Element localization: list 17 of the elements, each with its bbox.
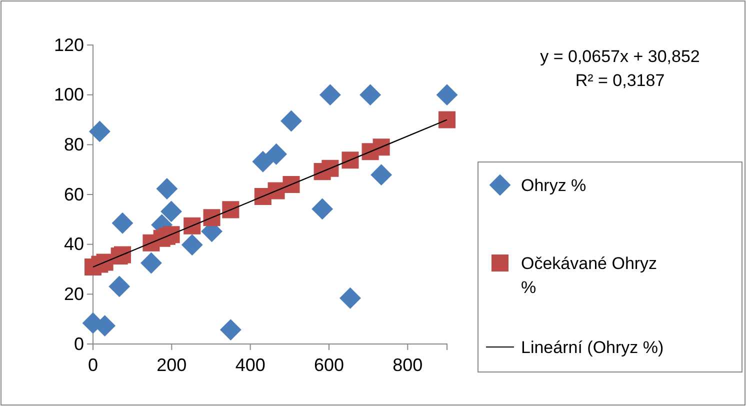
y-tick-label: 40 bbox=[64, 234, 84, 254]
text: y = 0,0657x + 30,852 bbox=[540, 47, 700, 66]
x-tick-label: 800 bbox=[392, 355, 423, 375]
legend-label: Ohryz % bbox=[521, 176, 586, 195]
text: R² = 0,3187 bbox=[575, 71, 665, 90]
x-tick-label: 400 bbox=[235, 355, 266, 375]
y-tick-label: 80 bbox=[64, 134, 84, 154]
legend-label: Lineární (Ohryz %) bbox=[521, 338, 664, 357]
y-tick-label: 100 bbox=[54, 84, 84, 105]
y-tick-label: 120 bbox=[54, 34, 84, 55]
y-tick-label: 20 bbox=[64, 284, 84, 304]
x-tick-label: 200 bbox=[156, 355, 187, 375]
x-tick-label: 0 bbox=[88, 355, 98, 375]
y-tick-label: 0 bbox=[74, 334, 84, 354]
legend-label: Očekávané Ohryz % bbox=[521, 254, 658, 297]
y-tick-label: 60 bbox=[64, 184, 84, 204]
x-tick-label: 600 bbox=[314, 355, 344, 375]
